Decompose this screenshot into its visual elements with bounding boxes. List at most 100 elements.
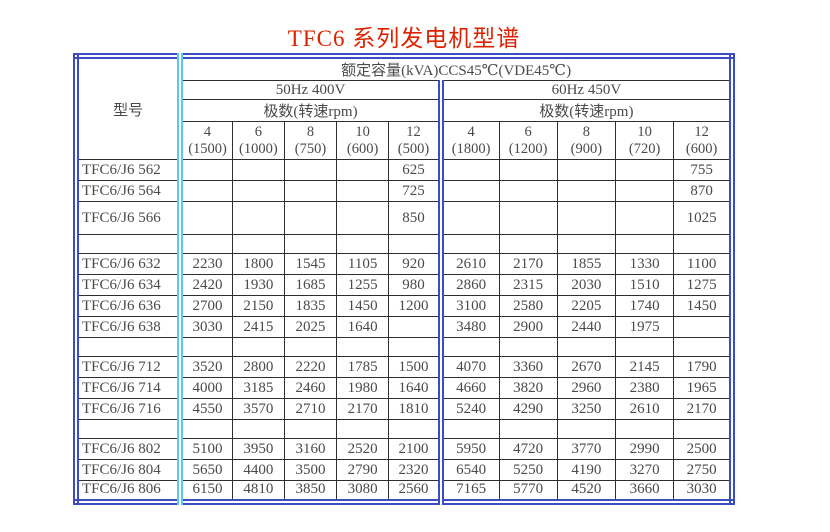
model-cell: TFC6/J6 806	[75, 480, 184, 502]
value-cell: 2700	[179, 295, 233, 317]
value-cell: 2670	[556, 356, 616, 378]
table-row: TFC6/J6 714 4000 3185 2460 1980 1640 4660 3820 2…	[75, 377, 733, 399]
value-cell: 2960	[556, 377, 616, 399]
value-cell	[231, 159, 285, 181]
value-cell: 2790	[336, 459, 390, 481]
value-cell	[231, 180, 285, 202]
pole-rpm: (600)	[346, 140, 379, 157]
value-cell: 1255	[336, 274, 390, 296]
generator-spec-table: 型号 额定容量(kVA)CCS45℃(VDE45℃) 50Hz 400V 60H…	[73, 53, 735, 505]
value-cell	[673, 234, 733, 254]
value-cell: 6540	[440, 459, 500, 481]
model-cell: TFC6/J6 634	[75, 274, 184, 296]
pole-count: 10	[355, 123, 370, 140]
value-cell	[614, 419, 675, 439]
value-cell: 2440	[556, 316, 616, 338]
table-row: TFC6/J6 562 625 755	[75, 159, 733, 181]
model-cell: TFC6/J6 638	[75, 316, 184, 338]
value-cell	[440, 337, 500, 357]
value-cell: 1450	[336, 295, 390, 317]
value-cell: 3850	[283, 480, 338, 502]
model-cell: TFC6/J6 562	[75, 159, 184, 181]
value-cell: 5250	[498, 459, 558, 481]
separator-row	[75, 419, 733, 439]
value-cell	[283, 337, 338, 357]
value-cell: 2170	[673, 398, 733, 420]
value-cell	[556, 201, 616, 235]
value-cell: 870	[673, 180, 733, 202]
value-cell: 1545	[283, 253, 338, 275]
value-cell: 2150	[231, 295, 285, 317]
model-cell	[75, 337, 184, 357]
value-cell: 1200	[388, 295, 444, 317]
value-cell: 2025	[283, 316, 338, 338]
value-cell	[336, 419, 390, 439]
value-cell	[388, 316, 444, 338]
value-cell: 5100	[179, 438, 233, 460]
value-cell: 2420	[179, 274, 233, 296]
value-cell: 3770	[556, 438, 616, 460]
value-cell: 3080	[336, 480, 390, 502]
value-cell	[673, 419, 733, 439]
value-cell: 2800	[231, 356, 285, 378]
value-cell: 980	[388, 274, 444, 296]
value-cell: 2030	[556, 274, 616, 296]
value-cell: 1965	[673, 377, 733, 399]
model-cell: TFC6/J6 804	[75, 459, 184, 481]
value-cell: 4400	[231, 459, 285, 481]
value-cell	[336, 337, 390, 357]
value-cell: 1025	[673, 201, 733, 235]
value-cell	[388, 234, 444, 254]
pole-rpm: (900)	[570, 140, 603, 157]
value-cell: 5650	[179, 459, 233, 481]
value-cell	[673, 316, 733, 338]
model-cell: TFC6/J6 564	[75, 180, 184, 202]
value-cell	[498, 419, 558, 439]
value-cell: 3100	[440, 295, 500, 317]
separator-row	[75, 234, 733, 254]
value-cell	[614, 201, 675, 235]
value-cell: 1835	[283, 295, 338, 317]
value-cell: 2170	[336, 398, 390, 420]
value-cell	[440, 234, 500, 254]
value-cell: 6150	[179, 480, 233, 502]
value-cell	[673, 337, 733, 357]
pole-header-cell: 12 (600)	[673, 121, 733, 160]
value-cell	[498, 337, 558, 357]
value-cell	[179, 201, 233, 235]
value-cell: 2710	[283, 398, 338, 420]
table-row: TFC6/J6 804 5650 4400 3500 2790 2320 6540 5250 4…	[75, 459, 733, 481]
value-cell: 2520	[336, 438, 390, 460]
value-cell	[556, 337, 616, 357]
value-cell: 4520	[556, 480, 616, 502]
value-cell: 2610	[614, 398, 675, 420]
value-cell	[336, 234, 390, 254]
model-cell: TFC6/J6 566	[75, 201, 184, 235]
value-cell: 2145	[614, 356, 675, 378]
poles-label-50hz: 极数(转速rpm)	[179, 99, 444, 122]
value-cell: 1500	[388, 356, 444, 378]
value-cell: 1640	[336, 316, 390, 338]
table-row: TFC6/J6 632 2230 1800 1545 1105 920 2610 2170 18…	[75, 253, 733, 275]
section-header-60hz: 60Hz 450V	[440, 80, 733, 100]
pole-count: 6	[524, 123, 532, 140]
value-cell: 1800	[231, 253, 285, 275]
value-cell: 625	[388, 159, 444, 181]
value-cell: 3520	[179, 356, 233, 378]
value-cell: 2560	[388, 480, 444, 502]
value-cell: 2460	[283, 377, 338, 399]
pole-header-cell: 12 (500)	[388, 121, 444, 160]
pole-rpm: (1800)	[451, 140, 491, 157]
value-cell: 3660	[614, 480, 675, 502]
value-cell: 920	[388, 253, 444, 275]
model-cell: TFC6/J6 714	[75, 377, 184, 399]
pole-rpm: (1000)	[239, 140, 278, 157]
value-cell: 2170	[498, 253, 558, 275]
value-cell	[336, 159, 390, 181]
value-cell: 1785	[336, 356, 390, 378]
value-cell: 1790	[673, 356, 733, 378]
value-cell: 2500	[673, 438, 733, 460]
value-cell: 5240	[440, 398, 500, 420]
model-cell	[75, 234, 184, 254]
value-cell	[556, 159, 616, 181]
